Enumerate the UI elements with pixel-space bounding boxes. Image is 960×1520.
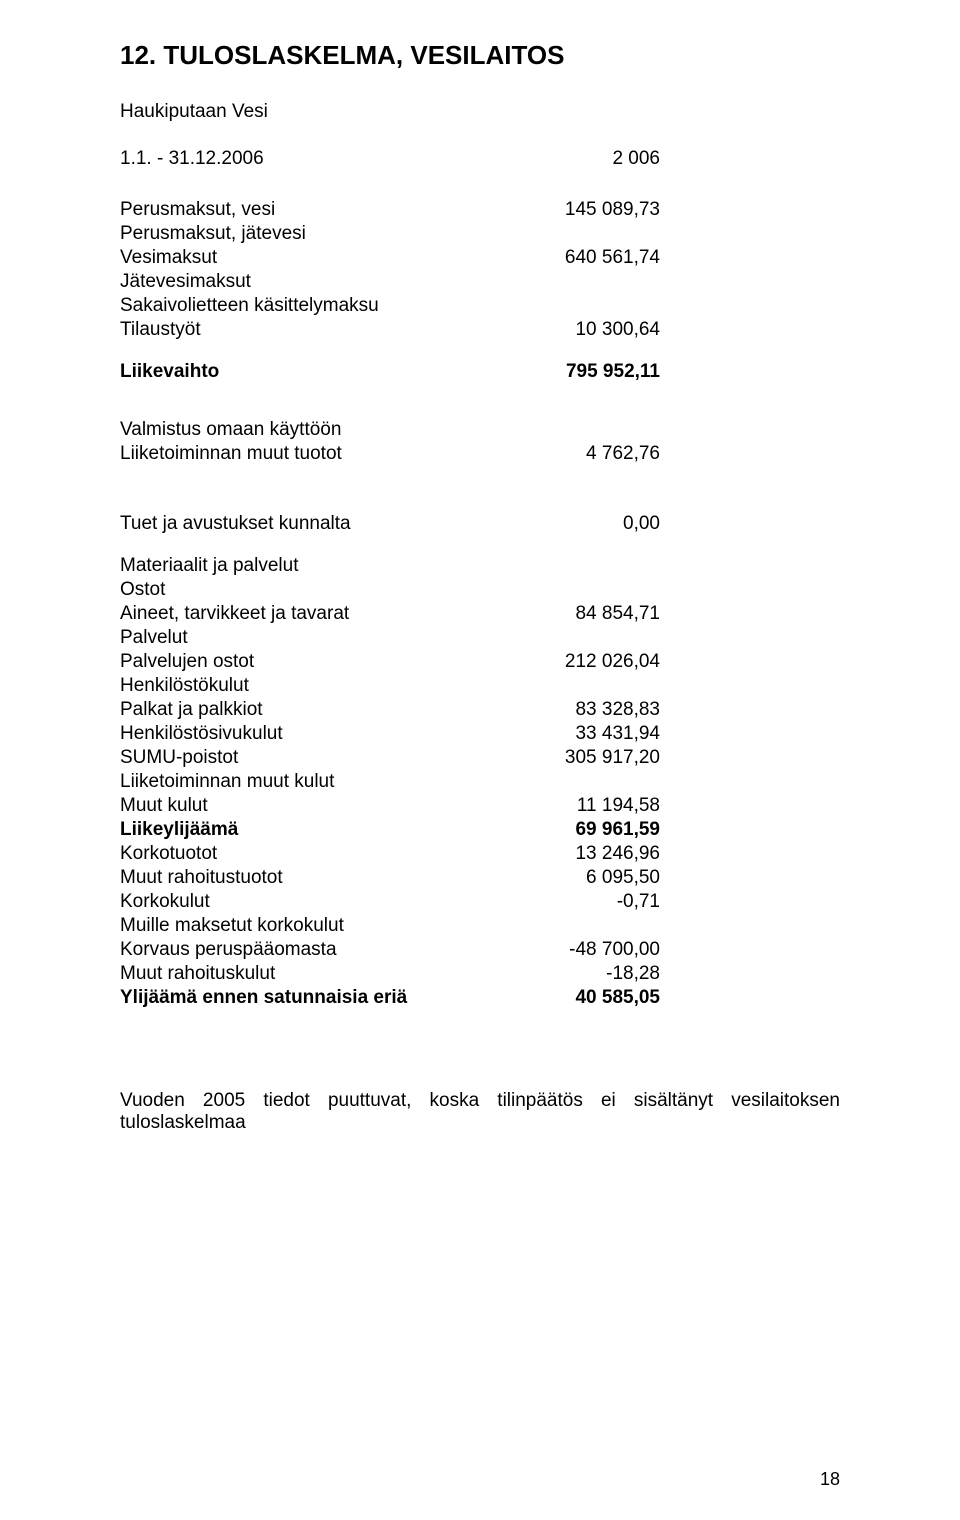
table-row: Ostot [120, 578, 660, 602]
row-value: -0,71 [526, 890, 660, 914]
row-label: Vesimaksut [120, 246, 526, 270]
row-value: 6 095,50 [526, 866, 660, 890]
table-row: Ylijäämä ennen satunnaisia eriä40 585,05 [120, 986, 660, 1010]
row-value: 145 089,73 [526, 198, 660, 222]
row-label: Jätevesimaksut [120, 270, 526, 294]
page: 12. TULOSLASKELMA, VESILAITOS Haukiputaa… [0, 0, 960, 1520]
table-row: Korkokulut-0,71 [120, 890, 660, 914]
table-row: Jätevesimaksut [120, 270, 660, 294]
row-label: Ostot [120, 578, 526, 602]
row-label: Liiketoiminnan muut kulut [120, 770, 526, 794]
row-label: Korkotuotot [120, 842, 526, 866]
row-value: 33 431,94 [526, 722, 660, 746]
row-label: Tilaustyöt [120, 318, 526, 342]
row-label: Aineet, tarvikkeet ja tavarat [120, 602, 526, 626]
row-value: 11 194,58 [526, 794, 660, 818]
row-value [526, 914, 660, 938]
row-value: 640 561,74 [526, 246, 660, 270]
row-label: Henkilöstösivukulut [120, 722, 526, 746]
row-label: Muut rahoituskulut [120, 962, 526, 986]
table-row: Muut kulut11 194,58 [120, 794, 660, 818]
table-row: Liikeylijäämä69 961,59 [120, 818, 660, 842]
row-label: Muille maksetut korkokulut [120, 914, 526, 938]
income-statement-table: Perusmaksut, vesi145 089,73Perusmaksut, … [120, 198, 660, 1010]
row-value [526, 270, 660, 294]
liiketoim-muut-tuotot-value: 4 762,76 [526, 442, 660, 466]
row-value: 212 026,04 [526, 650, 660, 674]
table-row: Vesimaksut640 561,74 [120, 246, 660, 270]
footnote: Vuoden 2005 tiedot puuttuvat, koska tili… [120, 1090, 840, 1134]
table-row: Muut rahoituskulut-18,28 [120, 962, 660, 986]
row-value [526, 578, 660, 602]
row-value [526, 222, 660, 246]
row-value: 69 961,59 [526, 818, 660, 842]
year-column-header: 2 006 [612, 148, 660, 170]
table-row: Materiaalit ja palvelut [120, 554, 660, 578]
row-label: Palkat ja palkkiot [120, 698, 526, 722]
table-row: Perusmaksut, vesi145 089,73 [120, 198, 660, 222]
liikevaihto-label: Liikevaihto [120, 360, 526, 384]
row-value [526, 554, 660, 578]
table-row: Henkilöstösivukulut33 431,94 [120, 722, 660, 746]
row-label: Henkilöstökulut [120, 674, 526, 698]
liiketoim-muut-tuotot-row: Liiketoiminnan muut tuotot 4 762,76 [120, 442, 660, 466]
row-label: Muut rahoitustuotot [120, 866, 526, 890]
table-row: Liiketoiminnan muut kulut [120, 770, 660, 794]
subheading: Haukiputaan Vesi [120, 101, 840, 123]
row-label: Perusmaksut, vesi [120, 198, 526, 222]
table-row: SUMU-poistot305 917,20 [120, 746, 660, 770]
row-value [526, 770, 660, 794]
table-row: Sakaivolietteen käsittelymaksu [120, 294, 660, 318]
row-value [526, 294, 660, 318]
table-row: Palkat ja palkkiot83 328,83 [120, 698, 660, 722]
row-value: -18,28 [526, 962, 660, 986]
tuet-value: 0,00 [526, 512, 660, 536]
row-label: Korvaus peruspääomasta [120, 938, 526, 962]
page-heading: 12. TULOSLASKELMA, VESILAITOS [120, 40, 840, 71]
row-value: 40 585,05 [526, 986, 660, 1010]
row-label: Ylijäämä ennen satunnaisia eriä [120, 986, 526, 1010]
row-label: Muut kulut [120, 794, 526, 818]
liiketoim-muut-tuotot-label: Liiketoiminnan muut tuotot [120, 442, 526, 466]
row-value: -48 700,00 [526, 938, 660, 962]
valmistus-row: Valmistus omaan käyttöön [120, 418, 660, 442]
row-value: 84 854,71 [526, 602, 660, 626]
table-row: Perusmaksut, jätevesi [120, 222, 660, 246]
table-row: Korvaus peruspääomasta-48 700,00 [120, 938, 660, 962]
row-label: Liikeylijäämä [120, 818, 526, 842]
row-value: 305 917,20 [526, 746, 660, 770]
row-label: Sakaivolietteen käsittelymaksu [120, 294, 526, 318]
table-row: Aineet, tarvikkeet ja tavarat84 854,71 [120, 602, 660, 626]
tuet-label: Tuet ja avustukset kunnalta [120, 512, 526, 536]
table-row: Korkotuotot13 246,96 [120, 842, 660, 866]
liikevaihto-value: 795 952,11 [526, 360, 660, 384]
date-line: 1.1. - 31.12.2006 2 006 [120, 148, 660, 170]
table-row: Palvelut [120, 626, 660, 650]
page-number: 18 [820, 1469, 840, 1490]
row-value [526, 674, 660, 698]
liikevaihto-row: Liikevaihto 795 952,11 [120, 360, 660, 384]
row-label: Materiaalit ja palvelut [120, 554, 526, 578]
row-label: SUMU-poistot [120, 746, 526, 770]
table-row: Muille maksetut korkokulut [120, 914, 660, 938]
row-label: Palvelujen ostot [120, 650, 526, 674]
table-row: Tilaustyöt10 300,64 [120, 318, 660, 342]
valmistus-label: Valmistus omaan käyttöön [120, 418, 526, 442]
row-value: 10 300,64 [526, 318, 660, 342]
table-row: Muut rahoitustuotot6 095,50 [120, 866, 660, 890]
row-label: Korkokulut [120, 890, 526, 914]
row-value: 83 328,83 [526, 698, 660, 722]
row-value [526, 626, 660, 650]
date-range: 1.1. - 31.12.2006 [120, 148, 264, 170]
row-label: Palvelut [120, 626, 526, 650]
tuet-row: Tuet ja avustukset kunnalta 0,00 [120, 512, 660, 536]
table-row: Palvelujen ostot212 026,04 [120, 650, 660, 674]
table-row: Henkilöstökulut [120, 674, 660, 698]
row-label: Perusmaksut, jätevesi [120, 222, 526, 246]
row-value: 13 246,96 [526, 842, 660, 866]
